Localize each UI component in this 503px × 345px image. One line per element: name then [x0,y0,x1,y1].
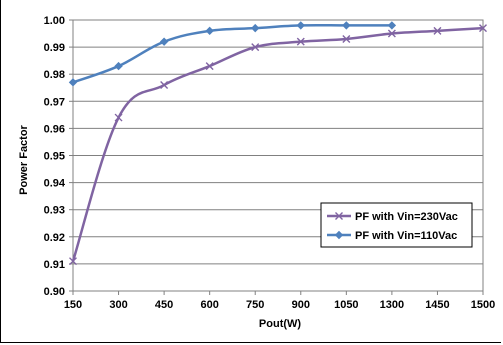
data-point [114,61,123,71]
data-point [342,34,351,43]
data-point [205,62,214,71]
y-tick-label: 0.90 [44,286,65,298]
x-axis-title: Pout(W) [259,318,301,330]
data-point [251,23,260,33]
y-tick-label: 0.92 [44,232,65,244]
y-tick-label: 0.99 [44,42,65,54]
x-tick-label: 1450 [425,299,449,311]
x-tick-label: 1050 [334,299,358,311]
data-point [68,78,78,87]
legend-marker [334,230,344,240]
x-axis: 150 300 450 600 750 900 1050 1300 1450 1500 [64,291,495,311]
y-tick-label: 0.96 [44,123,65,135]
x-tick-label: 900 [292,299,310,311]
data-point [296,21,305,30]
legend-label: PF with Vin=110Vac [355,230,457,242]
data-point [205,26,214,36]
data-point [159,37,169,46]
y-axis: 0.90 0.91 0.92 0.93 0.94 0.95 0.96 0.97 0.98 0.99… [44,15,73,298]
x-tick-label: 450 [155,299,173,311]
y-tick-label: 0.97 [44,96,65,108]
y-axis-title: Power Factor [18,124,30,194]
legend-label: PF with Vin=230Vac [355,211,458,223]
data-point [160,81,169,90]
data-point [114,113,123,122]
x-tick-label: 600 [200,299,218,311]
series-230vac [69,24,487,266]
y-tick-label: 0.93 [44,205,65,217]
legend-item-230vac: PF with Vin=230Vac [327,211,458,223]
data-point [479,24,487,33]
data-point [251,43,260,52]
series-110vac [68,21,397,87]
grid [73,19,483,292]
data-point [296,37,305,46]
data-point [433,26,442,35]
x-tick-label: 750 [246,299,264,311]
data-point [69,257,77,266]
y-tick-label: 0.91 [44,259,65,271]
y-tick-label: 0.94 [44,178,66,190]
legend-box [320,202,473,248]
legend-marker [335,212,343,220]
legend-item-110vac: PF with Vin=110Vac [327,230,457,242]
data-point [387,29,396,38]
legend: PF with Vin=230Vac PF with Vin=110Vac [320,202,473,248]
y-tick-label: 0.95 [44,151,65,163]
x-tick-label: 300 [109,299,127,311]
x-tick-label: 1500 [471,299,495,311]
y-tick-label: 1.00 [44,15,65,27]
data-point [387,21,397,30]
y-tick-label: 0.98 [44,69,65,81]
series-layer [68,21,487,266]
data-point [342,21,351,30]
x-tick-label: 150 [64,299,82,311]
x-tick-label: 1300 [380,299,404,311]
